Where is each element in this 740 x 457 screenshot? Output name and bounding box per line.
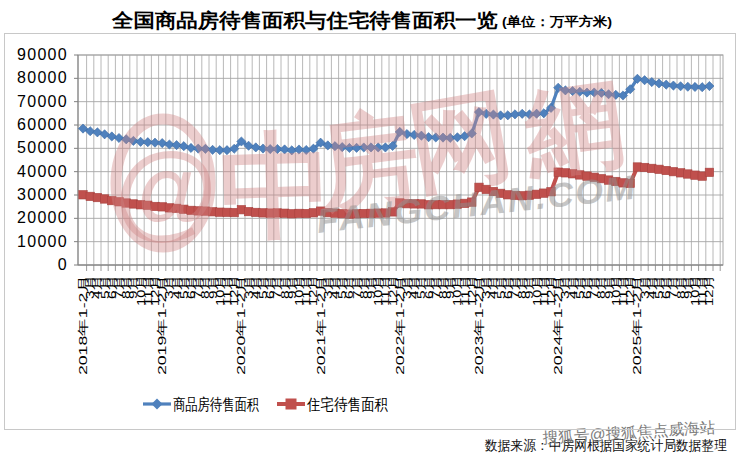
page-title: 全国商品房待售面积与住宅待售面积一览 xyxy=(111,9,498,31)
watermark-zhongfangwang: @中房网網FANGCHAN.COM xyxy=(115,67,639,252)
y-axis-labels: 0 10000 20000 30000 40000 50000 60000 70000 8000… xyxy=(17,46,68,273)
y-tick-label: 30000 xyxy=(17,186,68,203)
watermark-at-glyph: @ xyxy=(115,131,217,248)
x-tick-label: 12月 xyxy=(703,275,715,306)
y-tick-label: 80000 xyxy=(17,69,68,86)
legend-marker-square xyxy=(286,399,297,410)
legend-label: 住宅待售面积 xyxy=(306,396,388,413)
legend-marker-diamond xyxy=(152,399,163,410)
y-tick-label: 40000 xyxy=(17,163,68,180)
y-tick-label: 20000 xyxy=(17,209,68,226)
x-axis-labels: 2018年1-2月3月4月5月6月7月8月9月10月11月12月2019年1-2… xyxy=(77,275,715,375)
chart-canvas: 全国商品房待售面积与住宅待售面积一览 (单位：万平方米) 数据来源：中房网根据国… xyxy=(0,0,740,457)
y-tick-label: 10000 xyxy=(17,233,68,250)
marker-square xyxy=(705,168,713,176)
page: { "title": "全国商品房待售面积与住宅待售面积一览", "title_… xyxy=(0,0,740,457)
title-unit: (单位：万平方米) xyxy=(502,14,612,29)
y-tick-label: 60000 xyxy=(17,116,68,133)
legend-label: 商品房待售面积 xyxy=(173,396,259,413)
y-tick-label: 0 xyxy=(58,256,68,273)
legend: 商品房待售面积 住宅待售面积 xyxy=(143,396,388,413)
y-tick-label: 70000 xyxy=(17,93,68,110)
y-tick-label: 90000 xyxy=(17,46,68,63)
y-tick-label: 50000 xyxy=(17,139,68,156)
